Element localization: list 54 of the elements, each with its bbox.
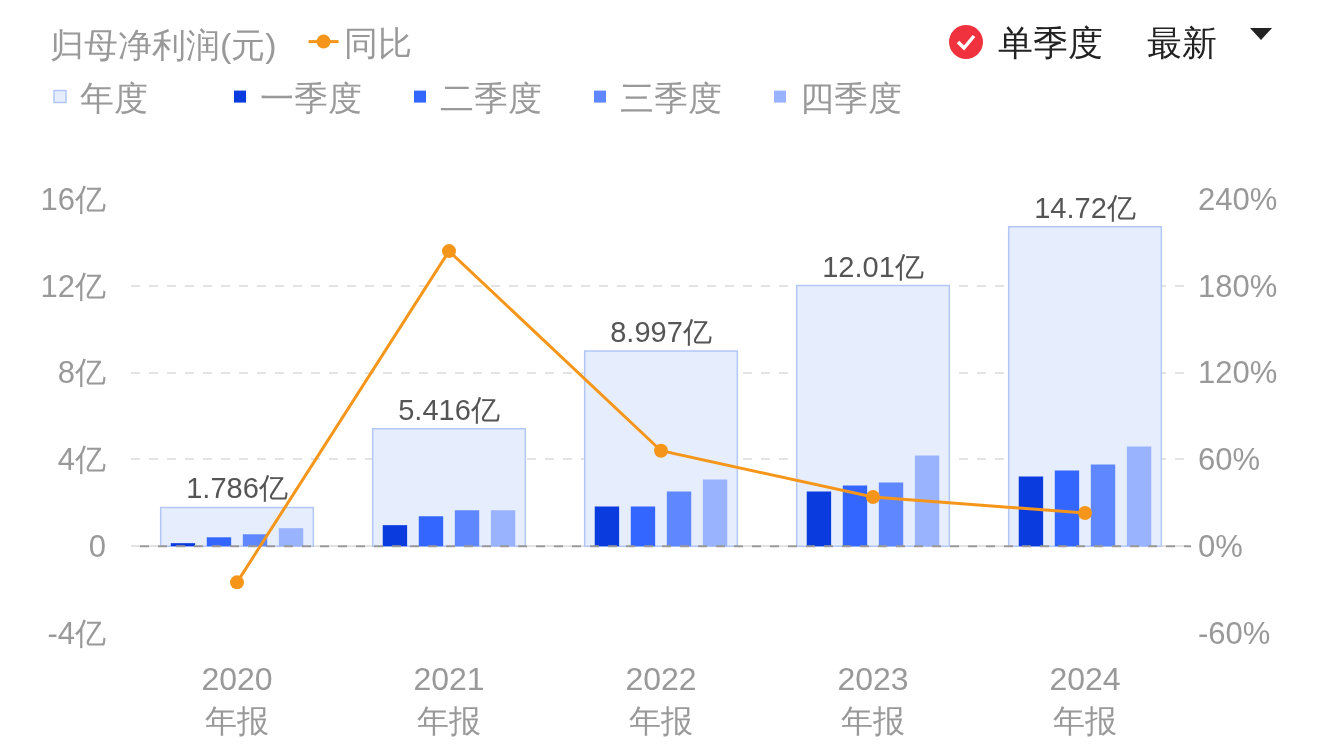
bar xyxy=(878,482,904,547)
y2-tick-label: 60% xyxy=(1198,442,1261,478)
bar xyxy=(454,510,480,547)
bar xyxy=(490,510,516,547)
bar xyxy=(842,485,868,547)
bar xyxy=(1054,470,1080,547)
y2-tick-label: 240% xyxy=(1198,181,1278,217)
text: 最新 xyxy=(1147,23,1217,62)
legend-label: 年度 xyxy=(80,78,148,117)
x-tick-label: 2022 年报 xyxy=(625,661,697,739)
legend-label: 同比 xyxy=(343,23,412,62)
bar xyxy=(1018,476,1044,547)
bar xyxy=(278,528,304,547)
y2-tick-label: 120% xyxy=(1198,355,1278,391)
bar xyxy=(1126,446,1152,547)
y2-tick-label: 0% xyxy=(1198,529,1243,565)
bar xyxy=(702,479,728,547)
point xyxy=(1078,505,1092,520)
text: 单季度 xyxy=(998,23,1103,62)
legend-title: 归母净利润(元) xyxy=(50,26,296,65)
x-tick-label: 2023 年报 xyxy=(837,661,909,739)
y-tick-label: -4亿 xyxy=(47,615,106,651)
bar xyxy=(418,516,444,547)
data-label: 5.416亿 xyxy=(398,393,500,426)
x-tick-label: 2021 年报 xyxy=(413,661,485,739)
x-tick-label: 2024 年报 xyxy=(1049,661,1121,739)
y-tick-label: 12亿 xyxy=(40,268,106,304)
bar xyxy=(206,537,232,547)
y2-tick-label: 180% xyxy=(1198,268,1278,304)
x-tick-label: 2020 年报 xyxy=(201,661,273,739)
bar xyxy=(594,506,620,547)
y-tick-label: 4亿 xyxy=(57,442,106,478)
data-label: 8.997亿 xyxy=(610,315,712,348)
point xyxy=(654,443,668,458)
data-label: 14.72亿 xyxy=(1034,191,1136,224)
y-tick-label: 0 xyxy=(88,529,106,565)
y2-tick-label: -60% xyxy=(1198,615,1271,651)
y-tick-label: 8亿 xyxy=(57,355,106,391)
bar xyxy=(914,455,940,547)
bar xyxy=(382,525,408,547)
point xyxy=(866,490,880,504)
data-label: 1.786亿 xyxy=(186,472,288,505)
data-label: 12.01亿 xyxy=(822,250,924,283)
legend-label: 一季度 xyxy=(260,78,362,117)
bar xyxy=(666,491,692,547)
point xyxy=(230,575,244,590)
bar xyxy=(806,491,832,547)
legend-label: 四季度 xyxy=(800,78,902,117)
bar xyxy=(1090,464,1116,547)
legend-label: 三季度 xyxy=(620,78,722,117)
legend-label: 二季度 xyxy=(440,78,542,117)
point xyxy=(442,244,456,259)
bar xyxy=(630,506,656,547)
y-tick-label: 16亿 xyxy=(40,181,106,217)
